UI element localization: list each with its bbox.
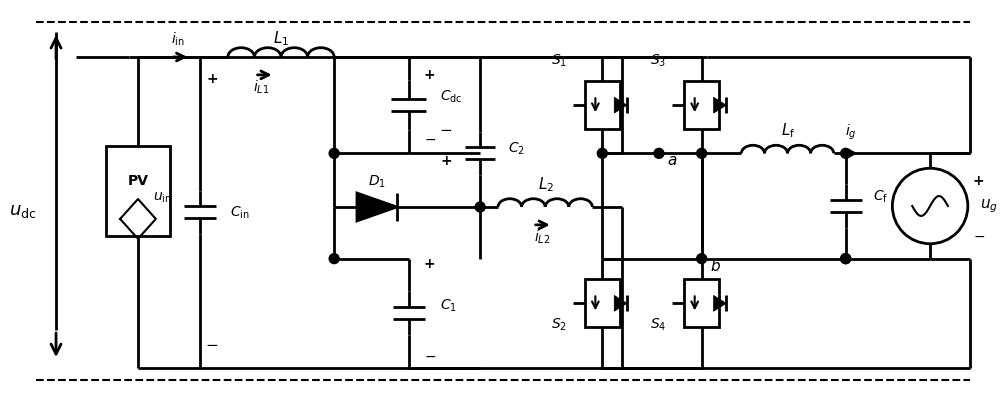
Text: $L_1$: $L_1$ — [273, 29, 290, 48]
Text: $i_{\rm in}$: $i_{\rm in}$ — [171, 30, 185, 48]
Bar — [585, 81, 620, 129]
Text: +: + — [441, 154, 452, 168]
Circle shape — [475, 202, 485, 212]
Text: $i_{L2}$: $i_{L2}$ — [534, 229, 551, 246]
Text: $S_1$: $S_1$ — [551, 53, 567, 69]
Polygon shape — [714, 296, 726, 311]
Text: $L_2$: $L_2$ — [538, 175, 554, 194]
Polygon shape — [614, 97, 627, 113]
Text: PV: PV — [127, 174, 148, 188]
Text: $C_2$: $C_2$ — [508, 140, 525, 157]
Text: $u_{\rm in}$: $u_{\rm in}$ — [153, 190, 172, 205]
Text: $C_1$: $C_1$ — [440, 297, 457, 314]
Bar — [585, 279, 620, 327]
Circle shape — [841, 254, 851, 263]
Text: +: + — [206, 72, 218, 86]
Polygon shape — [357, 193, 397, 221]
Circle shape — [329, 254, 339, 263]
Text: $S_2$: $S_2$ — [551, 316, 567, 332]
Text: $S_3$: $S_3$ — [650, 53, 666, 69]
Circle shape — [697, 254, 707, 263]
Text: $C_{\rm dc}$: $C_{\rm dc}$ — [440, 89, 463, 106]
Text: $-$: $-$ — [973, 229, 985, 243]
Bar — [684, 81, 719, 129]
Text: $-$: $-$ — [424, 132, 436, 145]
Text: $u_g$: $u_g$ — [980, 197, 998, 215]
Text: +: + — [424, 68, 435, 82]
Circle shape — [654, 148, 664, 158]
Text: +: + — [973, 174, 984, 188]
Text: $-$: $-$ — [424, 349, 436, 363]
Text: $-$: $-$ — [439, 121, 452, 136]
Text: $S_4$: $S_4$ — [650, 316, 666, 332]
Text: $C_{\rm in}$: $C_{\rm in}$ — [230, 204, 250, 221]
Bar — [684, 279, 719, 327]
Circle shape — [697, 148, 707, 158]
Circle shape — [597, 148, 607, 158]
Polygon shape — [614, 296, 627, 311]
Circle shape — [841, 148, 851, 158]
Text: $-$: $-$ — [205, 335, 219, 351]
Circle shape — [329, 148, 339, 158]
Text: $b$: $b$ — [710, 258, 721, 274]
Text: $a$: $a$ — [667, 153, 677, 168]
Text: $C_{\rm f}$: $C_{\rm f}$ — [873, 189, 889, 206]
Polygon shape — [714, 97, 726, 113]
Text: $D_1$: $D_1$ — [368, 173, 386, 189]
Text: $L_{\rm f}$: $L_{\rm f}$ — [781, 122, 795, 140]
Text: $i_g$: $i_g$ — [845, 122, 856, 142]
Text: $u_{\rm dc}$: $u_{\rm dc}$ — [9, 202, 37, 220]
Circle shape — [841, 254, 851, 263]
Text: $i_{L1}$: $i_{L1}$ — [253, 79, 270, 96]
Bar — [106, 146, 170, 236]
Text: +: + — [424, 256, 435, 270]
